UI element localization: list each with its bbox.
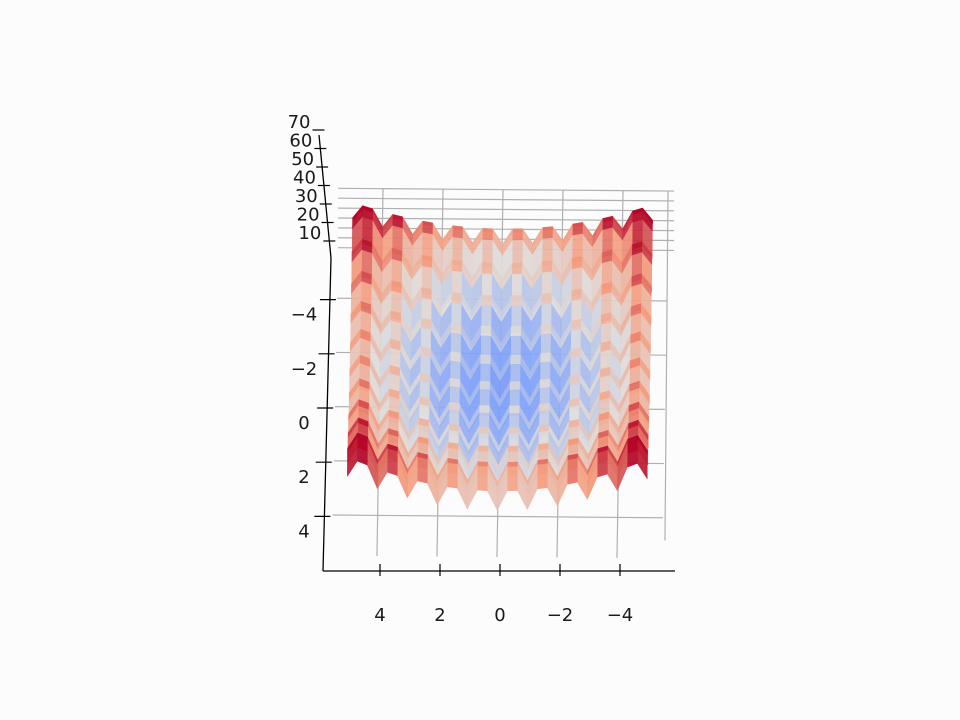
surface-facet [509,381,521,391]
surface-facet [479,354,491,365]
z-tick-label: 60 [289,131,312,152]
y-axis-ticks: −4 −2 0 2 4 [291,299,336,542]
surface-facet [478,426,489,435]
surface-facet [541,260,553,273]
z-tick-label: 30 [295,186,318,207]
z-grid-line [338,207,675,212]
surface-facet [507,466,518,492]
surface-facet [477,461,488,467]
surface-facet [512,228,523,241]
surface-facet [511,295,522,307]
z-tick-label: 20 [297,205,320,226]
z-tick-label: 40 [293,168,316,189]
surface-facet [477,445,489,453]
y-tick-label: 4 [298,521,309,542]
y-axis-line [322,257,332,572]
surface-facet [417,456,428,484]
surface-facet [542,226,553,240]
surface-facet [481,294,492,307]
surface-facet [511,262,523,275]
right-pane-edge [664,191,669,541]
surface-facet [452,225,463,239]
z-grid-line [338,197,675,202]
surface-facet [540,323,552,335]
surface-facet [479,380,491,391]
x-tick-label: −4 [607,605,634,626]
x-tick-label: 0 [494,605,505,626]
x-tick-label: −2 [547,605,574,626]
surface-facet [510,325,522,337]
surface-facet [449,351,461,363]
surface-facet [347,436,358,478]
x-tick-label: 2 [434,605,445,626]
surface-facet [447,462,458,489]
surface-facet [508,426,519,435]
z-tick-label: 10 [298,223,321,244]
surface-facet [357,437,368,466]
surface-facet [567,458,578,485]
surface-facet [387,448,398,476]
surface-facet [478,405,490,414]
surface-facet [448,401,460,412]
surface-facet [627,439,638,468]
surface-facet [572,222,583,236]
surface-facet [539,352,551,363]
surface-facet [481,262,493,275]
surface-facet [449,377,461,388]
surface-facet [508,405,520,414]
surface-facet [421,254,433,269]
surface-facet [509,354,521,365]
surface-facet [537,463,548,490]
surface-facet [571,288,582,302]
surface-facet [421,287,432,300]
y-tick-label: 2 [298,467,309,488]
surface-facet [597,450,608,478]
z-grid-line [338,187,675,192]
surface-facet [422,220,433,235]
surface-facet [451,292,462,305]
z-tick-label: 50 [291,149,314,170]
surface-facet [538,402,550,412]
y-tick-label: −4 [291,305,318,326]
surface-facet [507,445,519,453]
surface-facet [571,256,583,270]
surface-facet [482,228,493,241]
surface-facet [507,461,518,468]
surface-facet [451,259,463,273]
z-tick-label: 70 [288,112,311,133]
surface-facet [450,322,462,335]
surface [347,205,654,511]
axis-lines [318,134,675,572]
y-tick-label: −2 [291,359,318,380]
surface-facet [539,378,551,389]
x-axis-ticks: 4 2 0 −2 −4 [374,564,633,626]
y-tick-label: 0 [298,413,309,434]
surface-facet [480,325,492,337]
surface-facet [477,465,488,491]
x-tick-label: 4 [374,605,385,626]
surface-facet [541,292,552,305]
z-axis-line [318,134,332,259]
